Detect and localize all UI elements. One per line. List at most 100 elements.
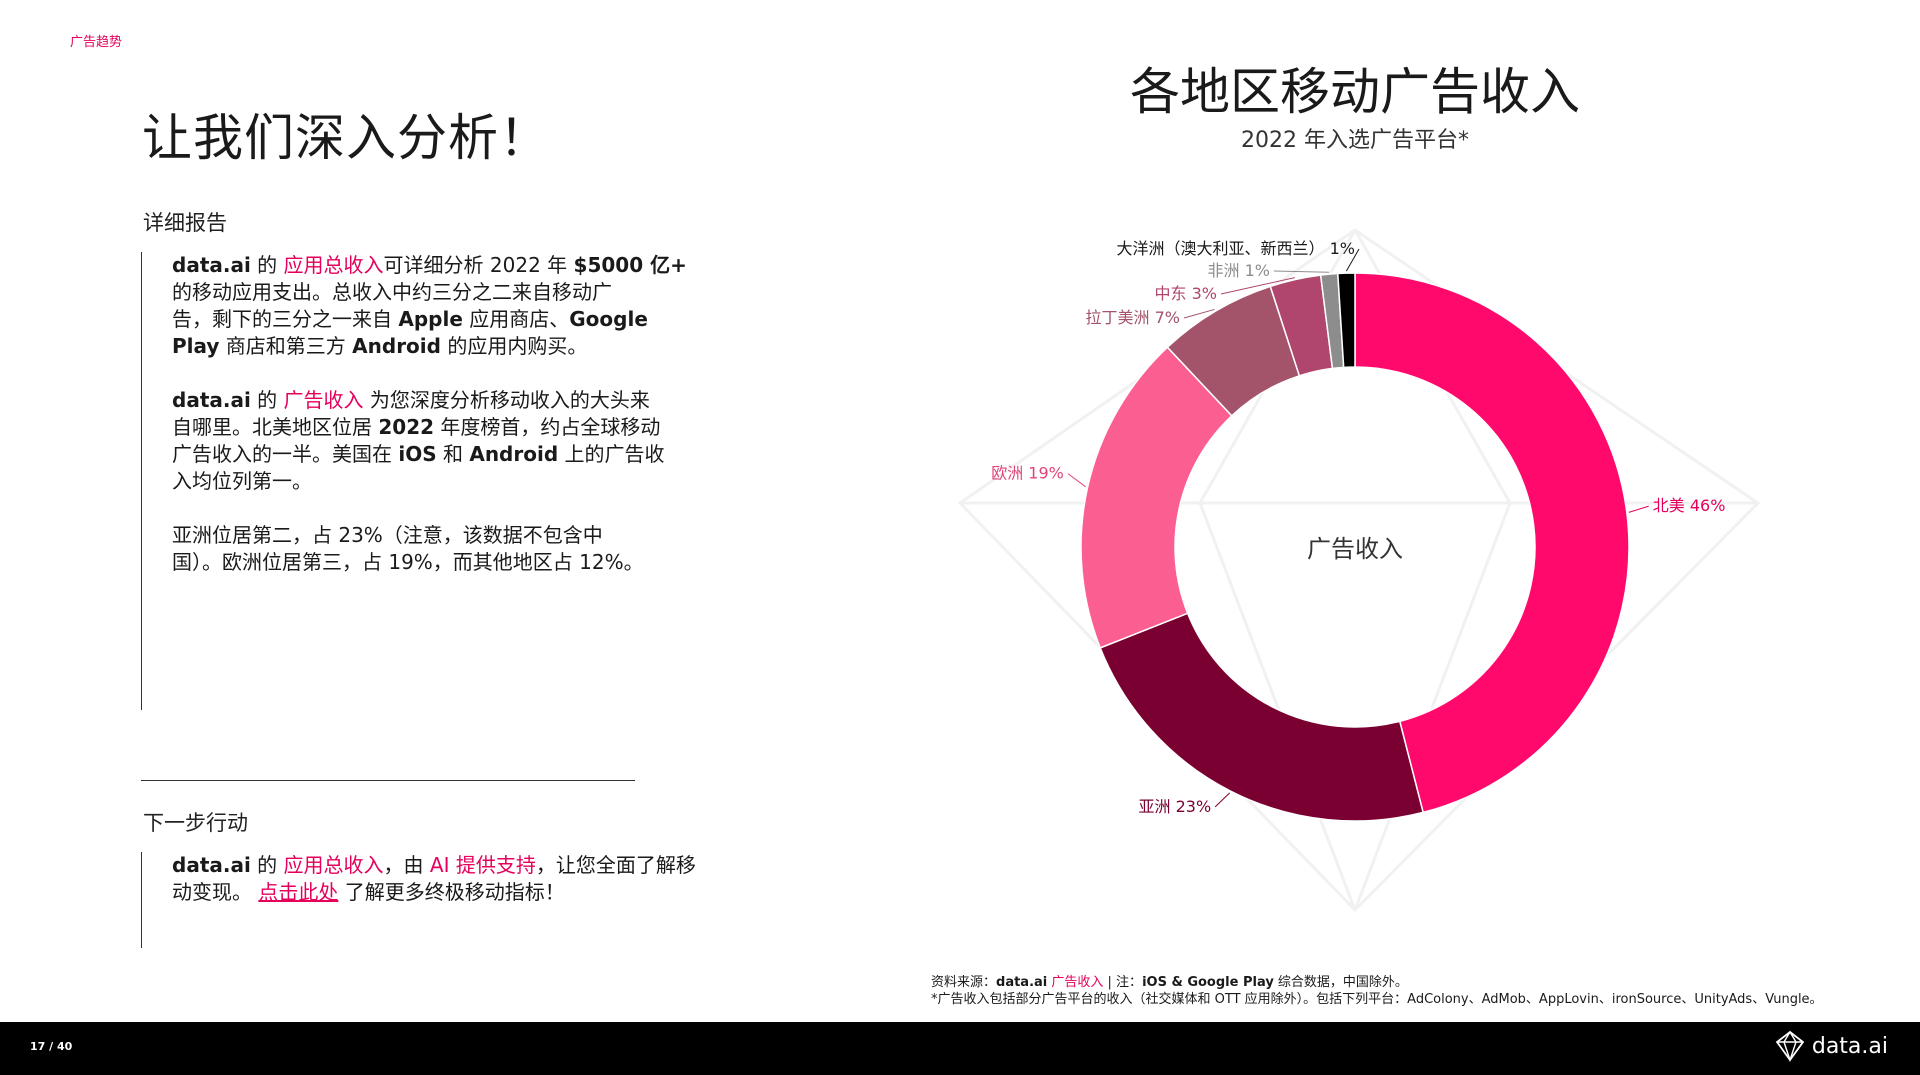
- text-segment: 的: [250, 388, 284, 412]
- section-divider: [141, 780, 635, 781]
- inline-link[interactable]: AI 提供支持: [429, 853, 536, 877]
- slice-label-value: 46%: [1685, 496, 1726, 515]
- brand-logo[interactable]: data.ai: [1774, 1030, 1888, 1062]
- slice-label-name: 大洋洲（澳大利亚、新西兰）: [1117, 239, 1325, 258]
- text-segment: Apple: [398, 307, 463, 331]
- text-segment: 的应用内购买。: [440, 334, 588, 358]
- page-title: 让我们深入分析！: [142, 109, 550, 167]
- report-paragraph: data.ai 的 应用总收入可详细分析 2022 年 $5000 亿+ 的移动应…: [172, 252, 692, 360]
- text-segment: 商店和第三方: [219, 334, 353, 358]
- text-segment: Android: [469, 442, 559, 466]
- donut-center-label: 广告收入: [1307, 535, 1403, 563]
- inline-link[interactable]: 应用总收入: [283, 853, 384, 877]
- text-line: 国）。欧洲位居第三，占 19%，而其他地区占 12%。: [172, 549, 692, 576]
- source-suffix: 综合数据，中国除外。: [1273, 975, 1408, 990]
- next-steps-label: 下一步行动: [143, 811, 248, 835]
- text-line: data.ai 的 应用总收入可详细分析 2022 年 $5000 亿+: [172, 252, 692, 279]
- text-segment: 为您深度分析移动收入的大头来: [363, 388, 650, 412]
- text-line: 自哪里。北美地区位居 2022 年度榜首，约占全球移动: [172, 414, 692, 441]
- text-segment: 告，剩下的三分之一来自: [172, 307, 399, 331]
- source-link[interactable]: 广告收入: [1051, 975, 1104, 990]
- source-separator: | 注：: [1103, 975, 1143, 990]
- donut-slice[interactable]: [1354, 272, 1630, 814]
- label-leader-line: [1628, 505, 1649, 513]
- source-footnote: 资料来源：data.ai 广告收入 | 注：iOS & Google Play …: [931, 971, 1408, 990]
- diamond-facet-line: [1198, 502, 1357, 911]
- text-segment: Play: [172, 334, 220, 358]
- label-leader-line: [1067, 473, 1086, 488]
- text-segment: 国）。欧洲位居第三，占 19%，而其他地区占 12%。: [172, 550, 644, 574]
- donut-slice[interactable]: [1099, 612, 1425, 822]
- source-brand: data.ai: [996, 975, 1048, 990]
- text-segment: $5000 亿+: [573, 253, 687, 277]
- report-label: 详细报告: [143, 211, 227, 235]
- text-segment: 入均位列第一。: [172, 469, 312, 493]
- chart-title: 各地区移动广告收入: [1130, 63, 1580, 121]
- text-line: 入均位列第一。: [172, 468, 692, 495]
- slice-label-name: 欧洲: [991, 464, 1023, 483]
- slice-label-value: 7%: [1150, 308, 1180, 327]
- text-segment: 应用商店、: [462, 307, 570, 331]
- inline-link[interactable]: 应用总收入: [283, 253, 384, 277]
- text-segment: 和: [436, 442, 470, 466]
- text-segment: iOS: [398, 442, 437, 466]
- next-steps-paragraph: data.ai 的 应用总收入，由 AI 提供支持，让您全面了解移 动变现。 点击…: [172, 852, 742, 906]
- section-tag: 广告趋势: [70, 35, 123, 50]
- text-segment: 自哪里。北美地区位居: [172, 415, 379, 439]
- text-segment: Google: [569, 307, 648, 331]
- inline-link[interactable]: 广告收入: [283, 388, 364, 412]
- text-line: 亚洲位居第二，占 23%（注意，该数据不包含中: [172, 522, 692, 549]
- slice-label: 亚洲 23%: [1138, 797, 1211, 816]
- slice-label: 拉丁美洲 7%: [1086, 308, 1180, 327]
- text-line: 广告收入的一半。美国在 iOS 和 Android 上的广告收: [172, 441, 692, 468]
- donut-labels: 北美 46%亚洲 23%欧洲 19%拉丁美洲 7%中东 3%非洲 1%大洋洲（澳…: [991, 239, 1725, 816]
- report-paragraph: data.ai 的 广告收入 为您深度分析移动收入的大头来 自哪里。北美地区位居 …: [172, 387, 692, 495]
- label-leader-line: [1220, 277, 1295, 295]
- inline-link[interactable]: 点击此处: [258, 880, 339, 904]
- diamond-logo-icon: [1775, 1030, 1805, 1062]
- text-segment: 亚洲位居第二，占 23%（注意，该数据不包含中: [172, 523, 603, 547]
- label-leader-line: [1345, 248, 1360, 272]
- label-leader-line: [1183, 308, 1215, 319]
- text-line: Play 商店和第三方 Android 的应用内购买。: [172, 333, 692, 360]
- next-steps-text-block: data.ai 的 应用总收入，由 AI 提供支持，让您全面了解移 动变现。 点击…: [141, 852, 742, 948]
- donut-chart: 北美 46%亚洲 23%欧洲 19%拉丁美洲 7%中东 3%非洲 1%大洋洲（澳…: [957, 228, 1761, 913]
- donut-slice[interactable]: [1337, 272, 1356, 369]
- text-segment: 可详细分析 2022 年: [383, 253, 574, 277]
- text-line: 动变现。 点击此处 了解更多终极移动指标！: [172, 879, 742, 906]
- slice-label: 中东 3%: [1155, 284, 1217, 303]
- text-segment: data.ai: [172, 853, 251, 877]
- text-line: data.ai 的 应用总收入，由 AI 提供支持，让您全面了解移: [172, 852, 742, 879]
- report-text-block: data.ai 的 应用总收入可详细分析 2022 年 $5000 亿+ 的移动应…: [141, 252, 692, 710]
- diamond-facet-line: [1353, 502, 1512, 911]
- slice-label-name: 中东: [1155, 284, 1187, 303]
- slice-label-value: 3%: [1187, 284, 1217, 303]
- slice-label-value: 1%: [1240, 261, 1270, 280]
- slice-label: 大洋洲（澳大利亚、新西兰） 1%: [1117, 239, 1355, 258]
- platform-note: *广告收入包括部分广告平台的收入（社交媒体和 OTT 应用除外）。包括下列平台：…: [931, 992, 1823, 1007]
- label-leader-line: [1214, 792, 1231, 808]
- slice-label-value: 1%: [1325, 239, 1355, 258]
- text-segment: 的移动应用支出。总收入中约三分之二来自移动广: [172, 280, 612, 304]
- text-segment: 年度榜首，约占全球移动: [434, 415, 661, 439]
- slice-label-value: 23%: [1171, 797, 1212, 816]
- text-segment: 的: [250, 853, 284, 877]
- text-segment: 2022: [378, 415, 435, 439]
- slice-label: 北美 46%: [1653, 496, 1726, 515]
- text-segment: 动变现。: [172, 880, 259, 904]
- text-segment: 了解更多终极移动指标！: [338, 880, 565, 904]
- text-segment: Android: [352, 334, 441, 358]
- logo-text: data.ai: [1811, 1033, 1888, 1059]
- slice-label: 欧洲 19%: [991, 464, 1064, 483]
- slice-label-name: 北美: [1653, 496, 1685, 515]
- footer-bar: 17 / 40 data.ai: [0, 1022, 1920, 1075]
- slice-label-value: 19%: [1023, 464, 1064, 483]
- slice-label-name: 拉丁美洲: [1086, 308, 1150, 327]
- slice-label: 非洲 1%: [1208, 261, 1270, 280]
- label-leader-line: [1273, 270, 1330, 273]
- text-segment: ，让您全面了解移: [535, 853, 696, 877]
- slice-label-name: 非洲: [1208, 261, 1240, 280]
- text-segment: ，由: [383, 853, 430, 877]
- text-segment: 上的广告收: [558, 442, 665, 466]
- page-number: 17 / 40: [30, 1040, 73, 1053]
